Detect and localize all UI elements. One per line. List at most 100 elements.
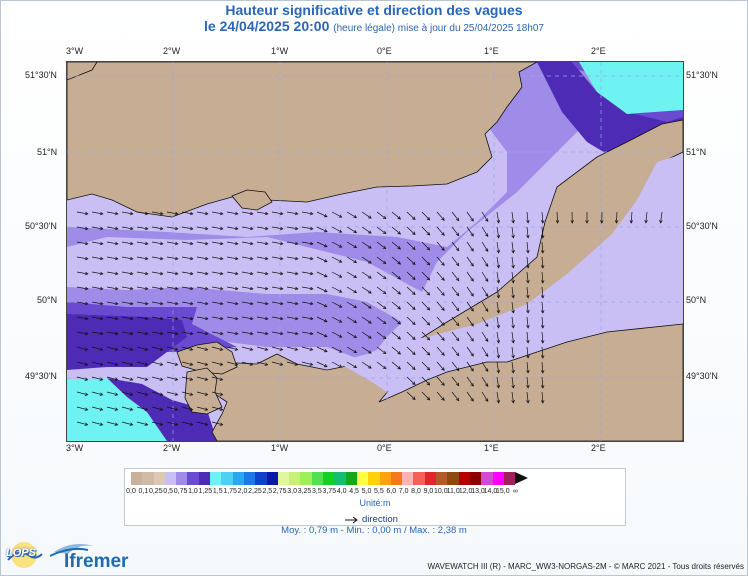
direction-arrow: [541, 346, 544, 358]
direction-arrow: [121, 421, 133, 426]
direction-arrow: [421, 316, 430, 326]
direction-arrow: [181, 271, 193, 275]
direction-arrowhead: [570, 220, 574, 224]
direction-arrow: [136, 256, 148, 260]
direction-arrow: [541, 271, 544, 283]
direction-arrowhead: [279, 362, 284, 366]
direction-arrow: [166, 316, 178, 320]
direction-arrowhead: [189, 392, 194, 396]
direction-arrowhead: [84, 422, 89, 426]
direction-arrow: [271, 361, 283, 366]
legend-tick-label: 5,0: [361, 488, 372, 495]
direction-arrowhead: [368, 215, 372, 219]
direction-arrowhead: [368, 365, 372, 369]
direction-arrowhead: [323, 334, 328, 338]
direction-arrowhead: [368, 290, 372, 294]
direction-arrow: [256, 241, 268, 245]
direction-arrow: [256, 271, 268, 275]
direction-arrowhead: [174, 407, 179, 411]
land-cornwall-north: [67, 62, 98, 81]
direction-arrowhead: [540, 265, 545, 269]
direction-arrow: [241, 316, 253, 320]
direction-arrowhead: [323, 304, 328, 308]
legend-tick-label: 3,5: [312, 488, 322, 495]
legend-tick-label: 11,0: [446, 488, 460, 495]
direction-arrow: [106, 286, 118, 290]
direction-arrowhead: [159, 241, 164, 246]
direction-arrow: [451, 331, 460, 341]
direction-arrowhead: [159, 422, 164, 426]
direction-arrowhead: [84, 271, 89, 276]
legend-color-cell: [368, 472, 380, 485]
direction-arrow: [376, 226, 386, 234]
direction-arrowhead: [204, 331, 209, 336]
legend-color-cell: [266, 472, 278, 485]
direction-arrowhead: [114, 392, 119, 396]
direction-arrow: [226, 271, 238, 275]
direction-arrow: [496, 346, 500, 358]
direction-arrowhead: [496, 339, 501, 344]
direction-arrowhead: [84, 256, 89, 261]
direction-arrowhead: [659, 219, 663, 224]
direction-arrowhead: [219, 362, 224, 366]
direction-arrowhead: [234, 316, 239, 321]
direction-arrow: [271, 226, 283, 230]
direction-arrowhead: [144, 211, 149, 216]
direction-arrowhead: [441, 247, 445, 251]
direction-arrowhead: [614, 220, 619, 224]
legend-color-cell: [379, 472, 391, 485]
direction-arrowhead: [294, 271, 299, 276]
direction-arrowhead: [397, 246, 401, 250]
direction-arrowhead: [144, 241, 149, 246]
legend-unit: Unité:m: [359, 498, 391, 508]
direction-arrowhead: [485, 383, 489, 387]
direction-arrow: [316, 361, 328, 367]
direction-arrowhead: [426, 216, 431, 221]
direction-arrow: [121, 241, 133, 245]
direction-arrow: [511, 256, 514, 268]
direction-arrowhead: [382, 275, 387, 280]
direction-arrow: [436, 301, 445, 311]
direction-arrowhead: [84, 316, 89, 321]
direction-arrow: [76, 211, 88, 215]
legend-tick-label: 4,5: [349, 488, 359, 495]
direction-arrowhead: [496, 219, 501, 224]
direction-arrowhead: [294, 226, 299, 231]
direction-arrowhead: [426, 246, 431, 251]
direction-arrow: [496, 241, 500, 253]
direction-arrowhead: [470, 337, 474, 342]
direction-arrowhead: [144, 422, 149, 426]
direction-arrowhead: [353, 274, 358, 279]
direction-arrowhead: [264, 226, 269, 231]
direction-arrow: [121, 376, 133, 381]
direction-arrow: [481, 391, 489, 402]
direction-arrow: [151, 226, 163, 230]
direction-arrow: [226, 241, 238, 245]
direction-arrowhead: [204, 377, 209, 381]
direction-arrow: [286, 256, 298, 260]
direction-arrow: [226, 256, 238, 260]
direction-arrowhead: [526, 340, 530, 344]
direction-arrowhead: [99, 362, 104, 366]
direction-arrow: [76, 286, 88, 290]
direction-arrowhead: [470, 382, 474, 387]
direction-arrow: [346, 271, 357, 278]
direction-arrowhead: [441, 397, 445, 401]
direction-arrow: [526, 391, 529, 403]
direction-arrow: [481, 346, 489, 357]
direction-arrow: [316, 346, 328, 352]
direction-arrowhead: [204, 301, 209, 306]
direction-arrow: [76, 256, 88, 260]
direction-arrowhead: [204, 407, 209, 411]
direction-arrowhead: [426, 381, 431, 386]
direction-arrow: [136, 226, 148, 230]
direction-arrow: [211, 241, 223, 245]
wave-map[interactable]: [66, 61, 684, 442]
direction-arrowhead: [114, 241, 119, 246]
direction-arrowhead: [555, 220, 560, 224]
lat-label-right-50: 50°N: [686, 295, 707, 305]
direction-arrowhead: [144, 271, 149, 276]
direction-arrow: [541, 286, 544, 298]
direction-arrowhead: [485, 398, 489, 402]
direction-arrow: [331, 256, 342, 263]
